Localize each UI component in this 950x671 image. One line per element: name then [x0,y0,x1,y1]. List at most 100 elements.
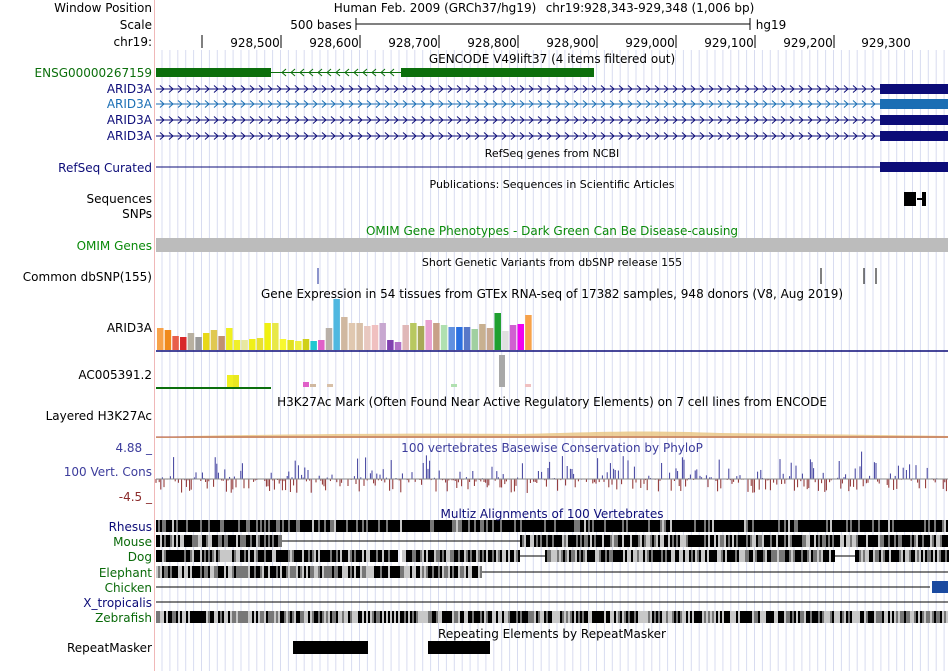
alignment-block [388,550,390,562]
alignment-block [656,535,658,547]
alignment-block [578,611,580,623]
gencode-item-arid3a[interactable]: ARID3A [106,129,152,143]
position-text: chr19:928,343-929,348 (1,006 bp) [545,1,755,15]
alignment-block [216,520,218,532]
strand-arrow [510,116,516,124]
alignment-block [442,550,444,562]
alignment-block [248,566,250,578]
alignment-block [304,611,306,623]
alignment-block [292,520,294,532]
tick-label: 929,000 [625,36,675,50]
publications-track-title: Publications: Sequences in Scientific Ar… [429,178,675,191]
alignment-block [282,520,284,532]
alignment-block [905,550,907,562]
multiz-species-mouse[interactable]: Mouse [113,535,152,549]
strand-arrow [285,132,291,140]
alignment-block [370,520,372,532]
alignment-block [164,535,166,547]
alignment-block [214,566,216,578]
alignment-block [216,566,218,578]
alignment-block [889,550,891,562]
alignment-block [923,550,925,562]
alignment-block [575,550,577,562]
alignment-block [712,611,714,623]
omim-track-label[interactable]: OMIM Genes [76,239,152,253]
alignment-block [170,566,172,578]
alignment-block [256,520,258,532]
alignment-block [640,611,642,623]
alignment-block [508,520,510,532]
publications-snps-label[interactable]: SNPs [122,207,152,221]
alignment-block [420,611,422,623]
alignment-block [478,550,480,562]
alignment-block [156,611,158,623]
alignment-block [442,566,444,578]
gtex-bar [187,333,195,350]
gencode-item-arid3a[interactable]: ARID3A [106,113,152,127]
multiz-species-xtropicalis[interactable]: X_tropicalis [83,596,152,610]
alignment-block [870,520,872,532]
repeatmasker-track-label[interactable]: RepeatMasker [66,641,152,655]
gencode-item-arid3a[interactable]: ARID3A [106,82,152,96]
alignment-block [666,520,668,532]
alignment-block [444,550,446,562]
alignment-block [316,520,318,532]
alignment-block [788,611,790,623]
alignment-block [456,611,458,623]
alignment-block [888,535,890,547]
alignment-block [910,520,912,532]
strand-arrow [312,85,318,93]
strand-arrow [519,100,525,108]
gencode-item-ensg[interactable]: ENSG00000267159 [34,66,152,80]
alignment-block [741,550,743,562]
alignment-block [708,535,710,547]
alignment-block [802,520,804,532]
multiz-species-dog[interactable]: Dog [127,550,152,564]
alignment-block [192,535,194,547]
alignment-block [448,611,450,623]
strand-arrow [546,85,552,93]
strand-arrow [348,116,354,124]
phylop-track-label[interactable]: 100 Vert. Cons [63,465,152,479]
strand-arrow [249,100,255,108]
alignment-block [834,611,836,623]
alignment-block [500,520,502,532]
alignment-block [164,550,166,562]
strand-arrow [717,85,723,93]
alignment-block [792,535,794,547]
dbsnp-track-label[interactable]: Common dbSNP(155) [22,270,152,284]
alignment-block [200,611,202,623]
alignment-block [386,566,388,578]
alignment-block [250,520,252,532]
alignment-block [554,535,556,547]
gencode-item-arid3a[interactable]: ARID3A [106,97,152,111]
alignment-block [601,550,603,562]
alignment-block [615,550,617,562]
alignment-block [711,550,713,562]
h3k27ac-track-label[interactable]: Layered H3K27Ac [45,409,152,423]
alignment-block [702,535,704,547]
alignment-block [428,550,430,562]
strand-arrow [177,100,183,108]
alignment-block [530,611,532,623]
refseq-track-label[interactable]: RefSeq Curated [58,161,152,175]
gtex-gene-label[interactable]: ARID3A [106,321,152,335]
gtex-gene-label[interactable]: AC005391.2 [78,368,152,382]
multiz-species-chicken[interactable]: Chicken [104,581,152,595]
alignment-block [176,535,178,547]
alignment-block [740,520,742,532]
strand-arrow [636,132,642,140]
strand-arrow [402,132,408,140]
alignment-block [592,520,594,532]
publications-sequences-label[interactable]: Sequences [86,192,152,206]
multiz-species-rhesus[interactable]: Rhesus [108,520,152,534]
alignment-block [612,611,614,623]
alignment-block [559,550,561,562]
alignment-block [614,611,616,623]
strand-arrow [654,132,660,140]
multiz-species-elephant[interactable]: Elephant [98,566,152,580]
multiz-species-zebrafish[interactable]: Zebrafish [95,611,152,625]
alignment-block [258,535,260,547]
alignment-block [274,535,276,547]
